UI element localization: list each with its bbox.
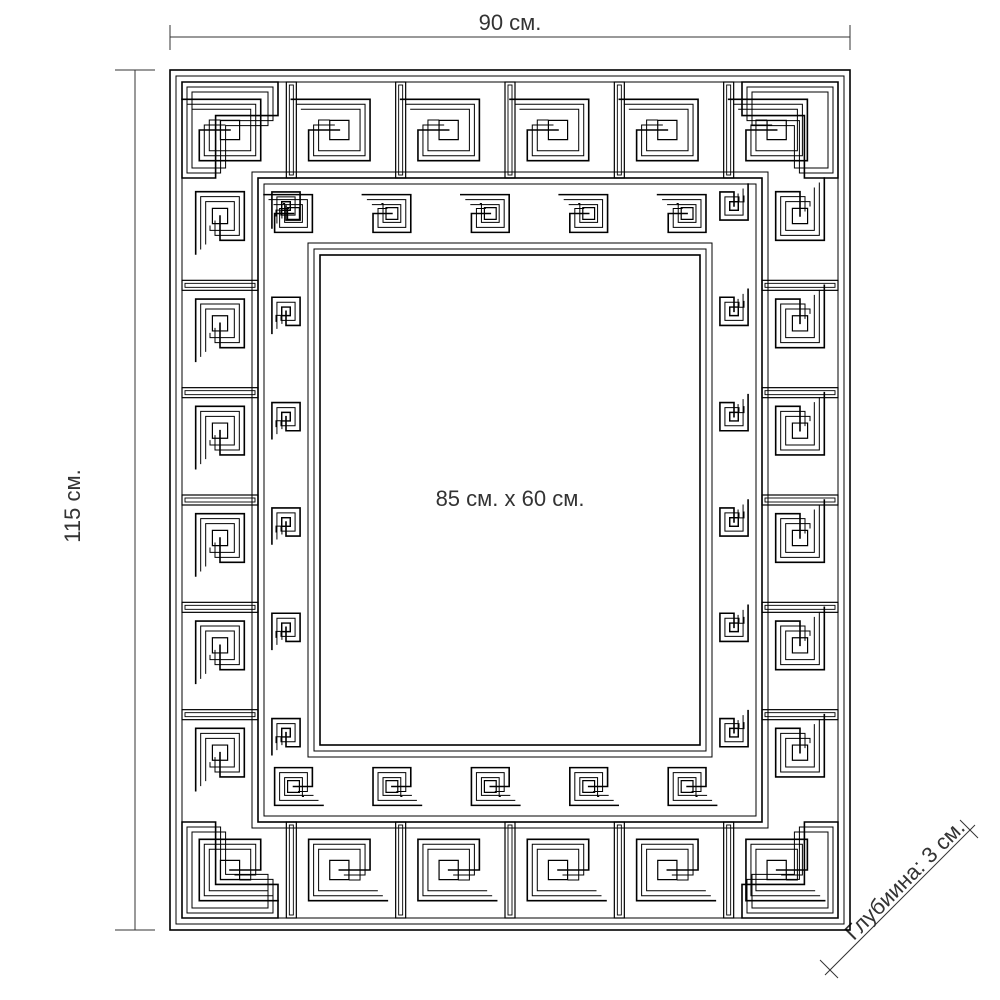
dim-width-label: 90 см.	[479, 10, 542, 35]
dim-height: 115 см.	[60, 70, 155, 930]
dim-width: 90 см.	[170, 10, 850, 50]
dim-depth-label: Глубиина: 3 см.	[840, 815, 970, 945]
dim-height-label: 115 см.	[60, 469, 85, 542]
mirror-dimension-diagram: 90 см. 115 см. Глубиина: 3 см. 85 см. х …	[0, 0, 1000, 1000]
dim-inner-label: 85 см. х 60 см.	[436, 486, 585, 511]
